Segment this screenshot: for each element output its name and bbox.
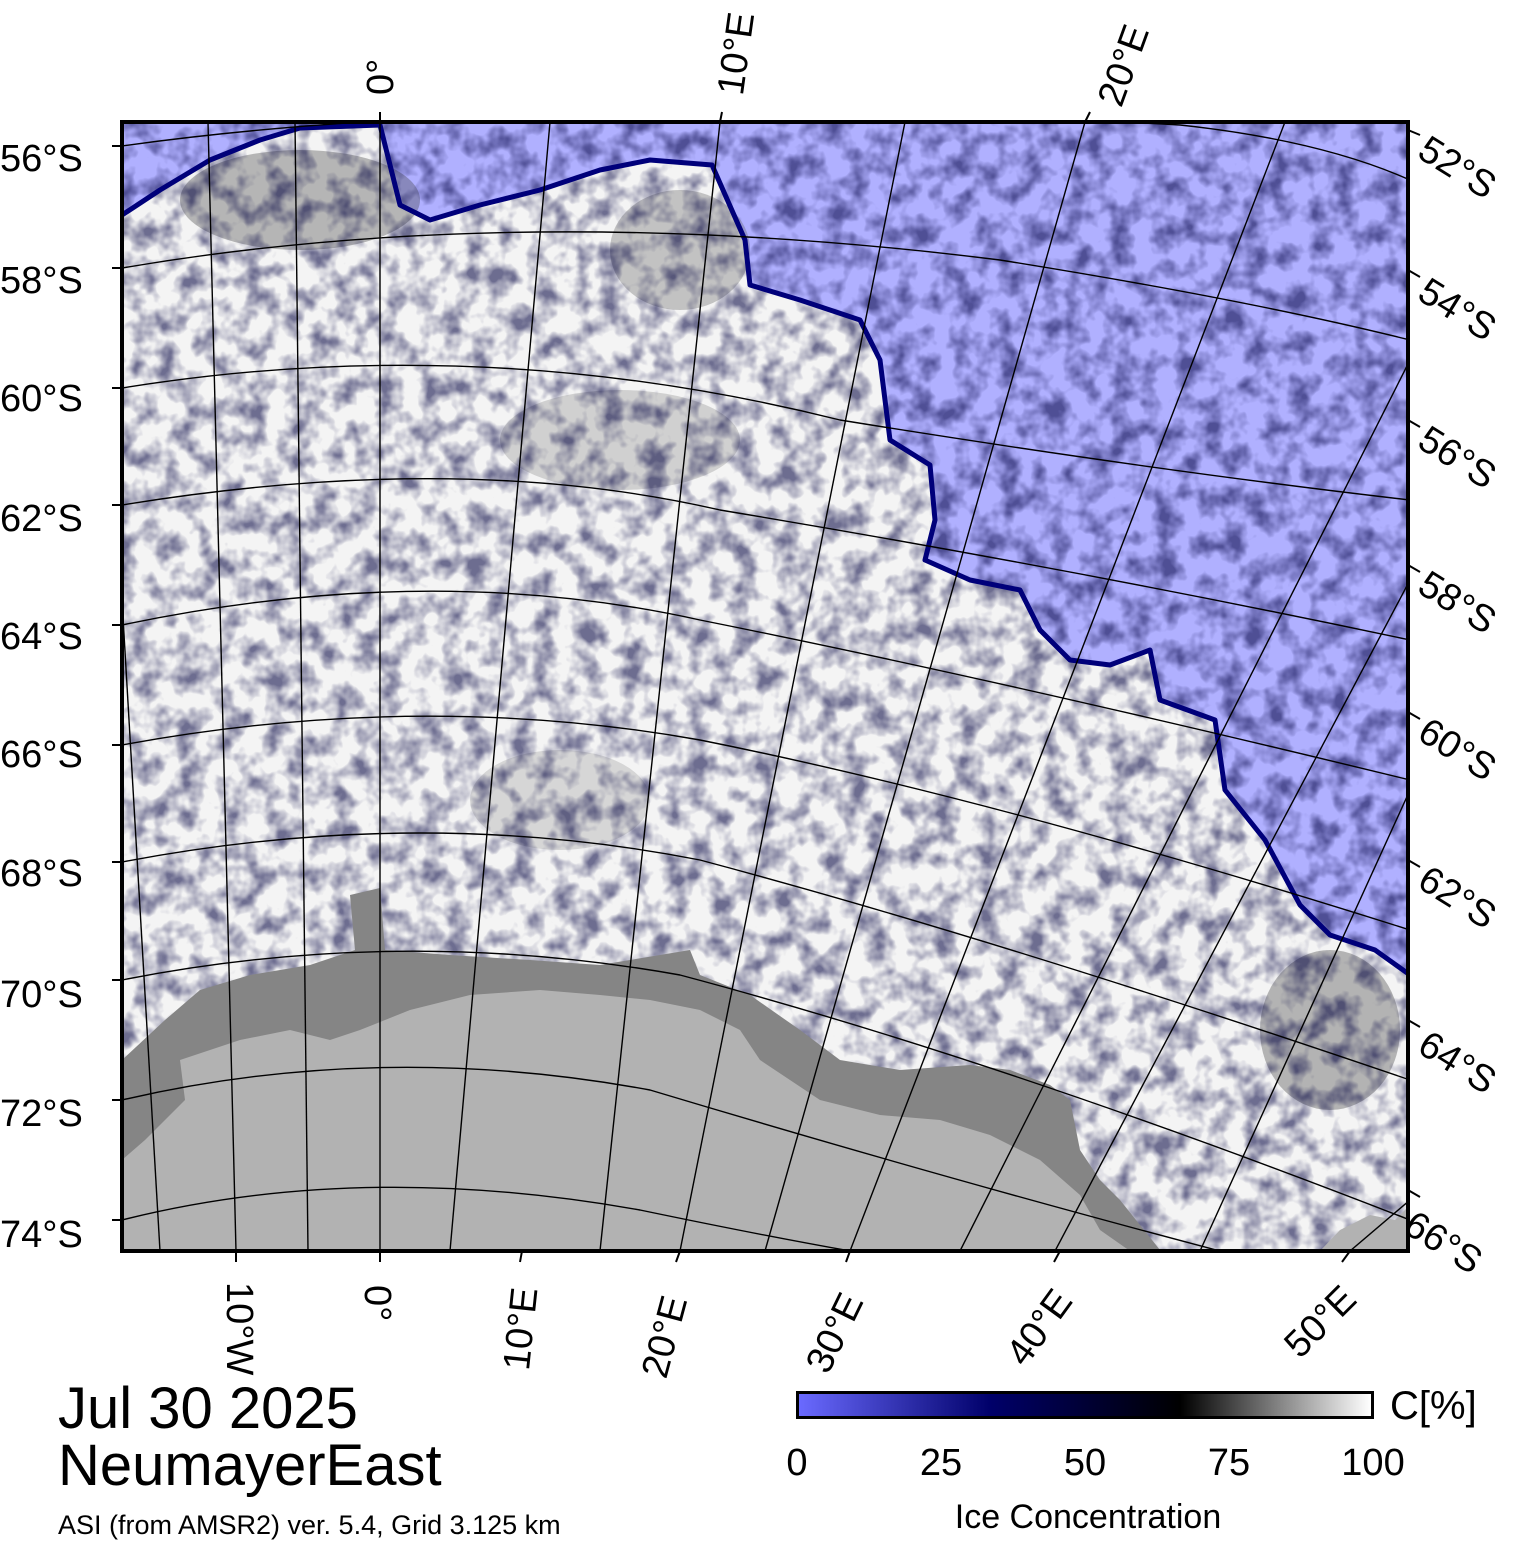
land: [122, 990, 1130, 1251]
lat-label-62s: 62°S: [0, 498, 83, 540]
lon-label-bottom-10e: 10°E: [496, 1285, 547, 1373]
region-title: NeumayerEast: [58, 1433, 442, 1498]
colorbar-tick-25: 25: [919, 1442, 963, 1484]
colorbar-title: Ice Concentration: [954, 1498, 1222, 1536]
lat-label-56s: 56°S: [0, 138, 83, 180]
lat-label-72s: 72°S: [0, 1093, 83, 1135]
lat-label-66s: 66°S: [0, 734, 83, 776]
land-corner: [1320, 1207, 1408, 1251]
lat-label-68s: 68°S: [0, 853, 83, 895]
colorbar: [796, 1391, 1374, 1419]
colorbar-tick-100: 100: [1341, 1442, 1405, 1484]
colorbar-tick-75: 75: [1207, 1442, 1251, 1484]
parallels: [122, 122, 1408, 1251]
lat-label-60s: 60°S: [0, 378, 83, 420]
lat-label-58s: 58°S: [0, 260, 83, 302]
tick-marks: [112, 111, 1421, 1263]
lat-label-74s: 74°S: [0, 1214, 83, 1256]
colorbar-tick-50: 50: [1063, 1442, 1107, 1484]
meridians: [122, 122, 1408, 1251]
map-frame: [120, 120, 1410, 1253]
colorbar-unit: C[%]: [1390, 1384, 1477, 1428]
lat-label-64s: 64°S: [0, 616, 83, 658]
ice-edge: [122, 122, 1408, 977]
lon-label-bottom-0: 0°: [356, 1285, 398, 1322]
lon-label-top-0: 0°: [360, 58, 402, 95]
date-title: Jul 30 2025: [58, 1376, 358, 1441]
lat-label-70s: 70°S: [0, 974, 83, 1016]
lon-label-bottom-10w: 10°W: [218, 1282, 260, 1376]
colorbar-tick-0: 0: [786, 1442, 808, 1484]
source-caption: ASI (from AMSR2) ver. 5.4, Grid 3.125 km: [58, 1510, 561, 1540]
